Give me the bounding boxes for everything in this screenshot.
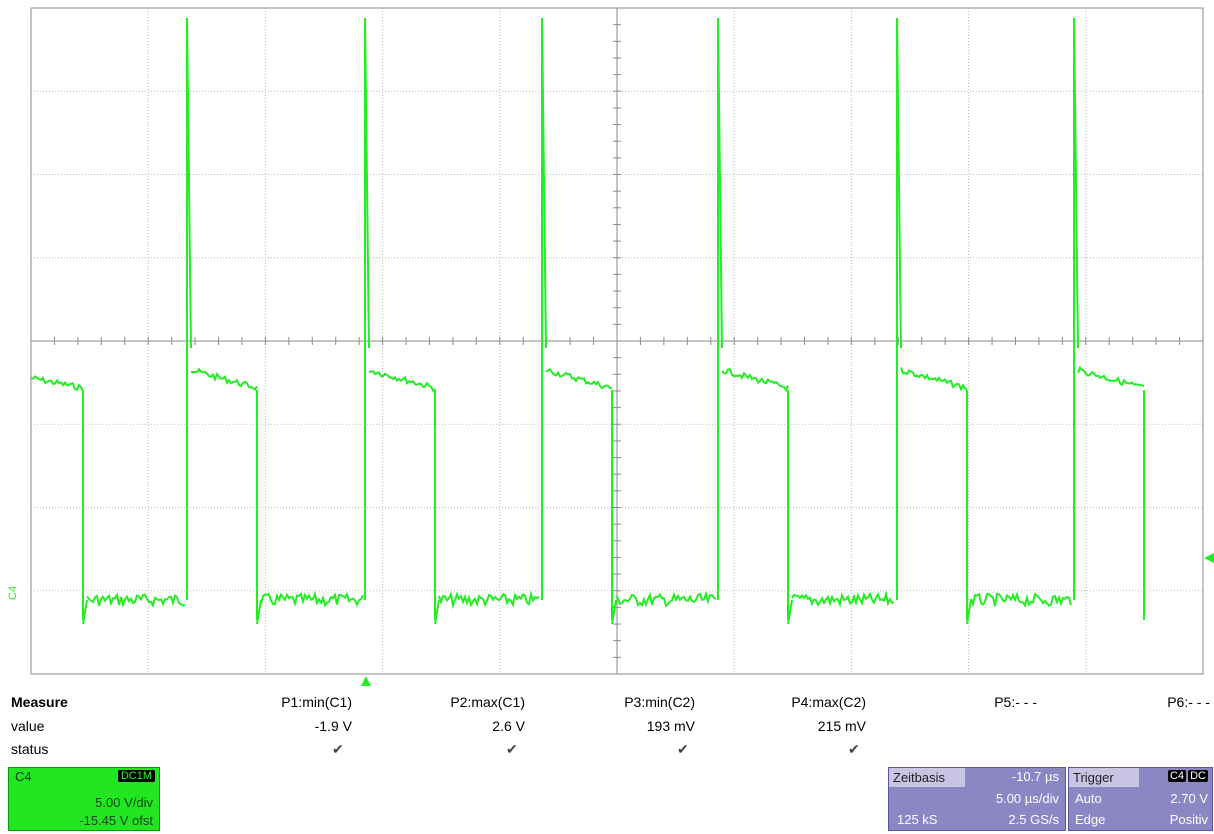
timebase-tdiv: 5.00 µs/div <box>995 791 1059 806</box>
trigger-descriptor[interactable]: Trigger C4 DC Auto 2.70 V Edge Positiv <box>1068 767 1213 831</box>
p2-label[interactable]: P2:max(C1) <box>450 694 525 710</box>
channel-vdiv: 5.00 V/div <box>95 795 153 810</box>
measure-status-label: status <box>11 741 49 757</box>
trace-undershoot <box>434 599 440 625</box>
trace-spike-decay <box>1073 17 1079 349</box>
trace-high-segment <box>368 369 436 392</box>
trace-high-segment <box>545 368 613 390</box>
p3-value: 193 mV <box>646 718 695 734</box>
p4-label[interactable]: P4:max(C2) <box>791 694 866 710</box>
channel-name: C4 <box>15 769 32 784</box>
p5-label[interactable]: P5:- - - <box>994 694 1037 710</box>
timebase-rate: 2.5 GS/s <box>1008 812 1059 827</box>
p4-status-check-icon: ✔ <box>848 741 860 757</box>
trace-spike-decay <box>186 17 192 349</box>
channel-coupling-badge: DC1M <box>117 770 155 782</box>
trigger-label: Trigger <box>1069 768 1139 787</box>
timebase-delay: -10.7 µs <box>1011 769 1059 784</box>
trace-undershoot <box>787 599 793 625</box>
trace-high-segment <box>30 375 84 392</box>
trace-spike-decay <box>896 17 902 349</box>
p1-label[interactable]: P1:min(C1) <box>281 694 352 710</box>
p1-status-check-icon: ✔ <box>332 741 344 757</box>
trace-low-segment <box>791 590 895 608</box>
measure-title: Measure <box>11 694 68 710</box>
graticule-grid <box>30 7 1204 675</box>
p4-value: 215 mV <box>817 718 866 734</box>
timebase-label: Zeitbasis <box>889 768 965 787</box>
p1-value: -1.9 V <box>314 718 352 734</box>
channel-c4-marker: C4 <box>7 586 19 600</box>
trace-low-segment <box>86 592 186 609</box>
waveform-display[interactable]: C4 <box>0 0 1214 690</box>
timebase-samples: 125 kS <box>897 812 938 827</box>
p2-value: 2.6 V <box>492 718 525 734</box>
trace-undershoot <box>966 599 972 625</box>
trace-low-segment <box>260 590 364 608</box>
c4-waveform-trace <box>30 17 1145 625</box>
trace-high-segment <box>190 367 258 392</box>
trace-high-segment <box>721 368 789 393</box>
trace-high-segment <box>1077 365 1145 387</box>
trigger-coupling-badge: DC <box>1188 770 1208 782</box>
trace-spike-decay <box>541 17 547 349</box>
p2-status-check-icon: ✔ <box>506 741 518 757</box>
trace-low-segment <box>615 590 717 608</box>
trace-undershoot <box>256 599 262 625</box>
trigger-level: 2.70 V <box>1170 791 1208 806</box>
timebase-descriptor[interactable]: Zeitbasis -10.7 µs 5.00 µs/div 125 kS 2.… <box>888 767 1066 831</box>
measure-value-label: value <box>11 718 45 734</box>
trace-undershoot <box>82 599 88 625</box>
trace-spike-decay <box>717 17 723 349</box>
trace-undershoot <box>611 599 617 625</box>
trigger-type: Edge <box>1075 812 1106 827</box>
trigger-position-arrow[interactable] <box>361 676 371 686</box>
trace-high-segment <box>900 367 967 392</box>
trigger-source-badge: C4 <box>1167 770 1186 782</box>
p3-label[interactable]: P3:min(C2) <box>624 694 695 710</box>
channel-offset: -15.45 V ofst <box>79 813 153 828</box>
p6-label[interactable]: P6:- - - <box>1167 694 1210 710</box>
trigger-slope: Positiv <box>1169 812 1208 827</box>
channel-c4-descriptor[interactable]: C4 DC1M 5.00 V/div -15.45 V ofst <box>8 767 160 831</box>
trace-low-segment <box>438 590 540 610</box>
trigger-mode: Auto <box>1075 791 1102 806</box>
p3-status-check-icon: ✔ <box>677 741 689 757</box>
trace-low-segment <box>970 591 1072 608</box>
trigger-level-arrow[interactable] <box>1204 553 1214 563</box>
trace-spike-decay <box>364 17 370 349</box>
